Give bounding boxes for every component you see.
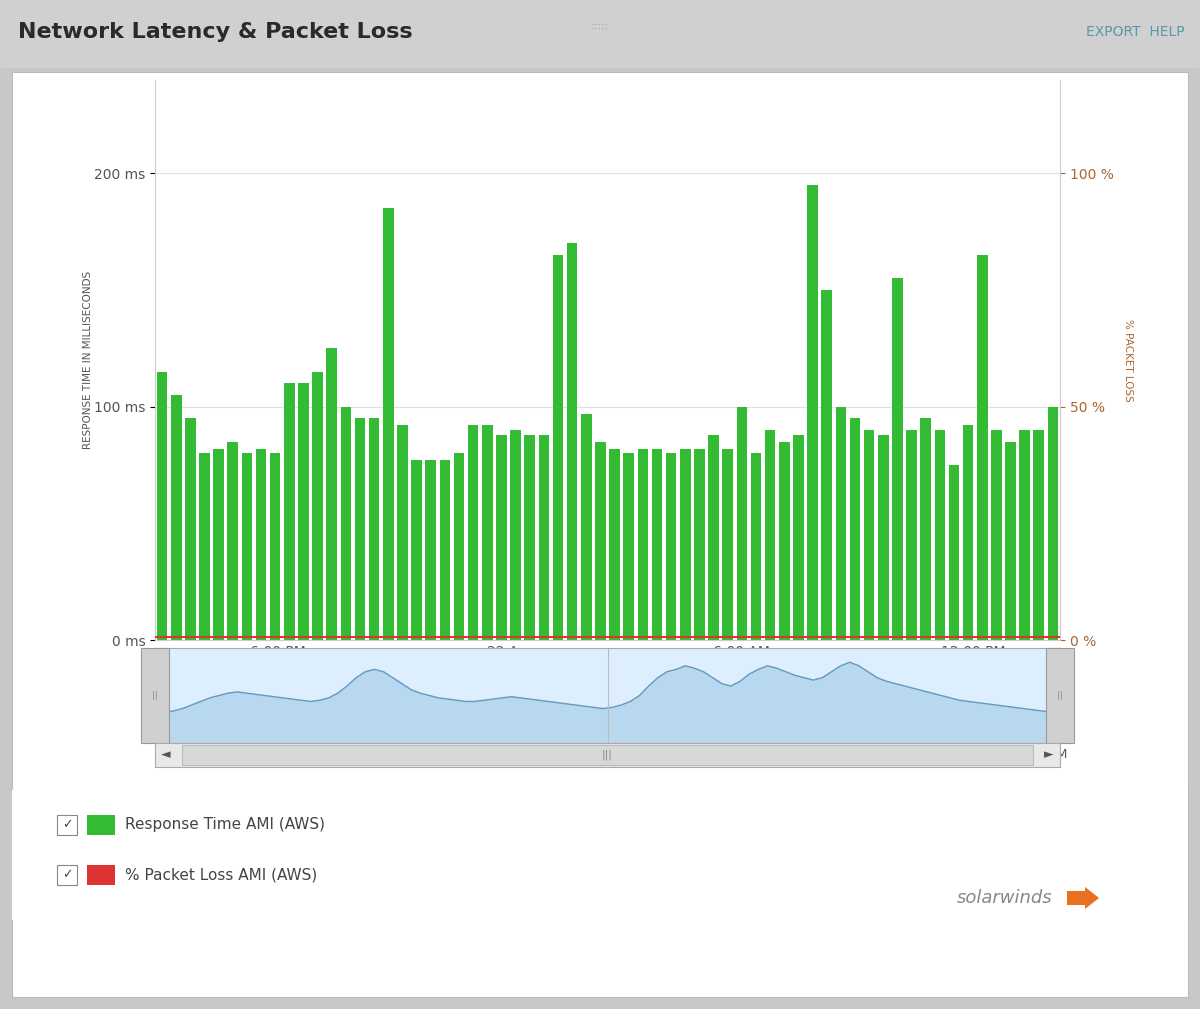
Text: EXPORT  HELP: EXPORT HELP bbox=[1086, 25, 1186, 39]
Bar bbox=[199, 453, 210, 640]
Bar bbox=[779, 442, 790, 640]
Bar bbox=[680, 449, 690, 640]
FancyArrow shape bbox=[1067, 887, 1099, 909]
Bar bbox=[991, 430, 1002, 640]
Bar bbox=[341, 407, 352, 640]
Bar bbox=[821, 290, 832, 640]
Bar bbox=[553, 255, 563, 640]
Bar bbox=[182, 745, 1033, 765]
Bar bbox=[170, 395, 181, 640]
Text: 12h: 12h bbox=[262, 166, 284, 180]
Text: ◄: ◄ bbox=[161, 749, 170, 762]
Bar bbox=[935, 430, 946, 640]
Bar bbox=[426, 460, 436, 640]
Text: ✓: ✓ bbox=[61, 818, 72, 831]
Bar bbox=[878, 435, 888, 640]
Bar bbox=[185, 419, 196, 640]
Bar bbox=[977, 255, 988, 640]
Text: |||: ||| bbox=[602, 750, 613, 760]
Bar bbox=[293, 161, 323, 185]
Bar bbox=[468, 426, 479, 640]
Bar bbox=[496, 435, 506, 640]
Text: Network Latency & Packet Loss: Network Latency & Packet Loss bbox=[18, 22, 413, 42]
Bar bbox=[58, 815, 77, 835]
Bar bbox=[962, 426, 973, 640]
Bar bbox=[397, 426, 408, 640]
Bar bbox=[284, 383, 295, 640]
Text: AMI (AWS): AMI (AWS) bbox=[538, 117, 662, 137]
Bar bbox=[751, 453, 761, 640]
Bar bbox=[412, 460, 422, 640]
Bar bbox=[142, 648, 168, 743]
Bar bbox=[157, 371, 167, 640]
Bar bbox=[228, 442, 238, 640]
Bar bbox=[326, 348, 337, 640]
Bar bbox=[256, 449, 266, 640]
Bar bbox=[270, 453, 281, 640]
Bar bbox=[737, 407, 748, 640]
Bar bbox=[482, 426, 493, 640]
Text: % Packet Loss AMI (AWS): % Packet Loss AMI (AWS) bbox=[125, 868, 317, 883]
Bar bbox=[892, 278, 902, 640]
Bar bbox=[610, 449, 620, 640]
Text: Zoom: Zoom bbox=[187, 165, 227, 179]
Bar bbox=[595, 442, 606, 640]
Text: ||: || bbox=[152, 691, 158, 700]
Bar bbox=[439, 460, 450, 640]
Bar bbox=[241, 453, 252, 640]
Bar bbox=[566, 243, 577, 640]
Text: solarwinds: solarwinds bbox=[956, 889, 1052, 907]
Text: 24h: 24h bbox=[296, 166, 320, 180]
Bar bbox=[808, 185, 818, 640]
Bar bbox=[666, 453, 677, 640]
Bar bbox=[227, 161, 251, 185]
Bar bbox=[214, 449, 224, 640]
Bar bbox=[850, 419, 860, 640]
Bar bbox=[835, 407, 846, 640]
Bar bbox=[368, 419, 379, 640]
Bar bbox=[864, 430, 875, 640]
Bar bbox=[258, 161, 288, 185]
Bar bbox=[1046, 648, 1074, 743]
Bar bbox=[793, 435, 804, 640]
Bar bbox=[1033, 430, 1044, 640]
Bar bbox=[524, 435, 535, 640]
Bar bbox=[1006, 442, 1016, 640]
Bar bbox=[694, 449, 704, 640]
Text: ||: || bbox=[1057, 691, 1063, 700]
Bar bbox=[708, 435, 719, 640]
Bar bbox=[1019, 430, 1030, 640]
Y-axis label: % PACKET LOSS: % PACKET LOSS bbox=[1123, 319, 1133, 402]
Bar bbox=[454, 453, 464, 640]
Bar bbox=[906, 430, 917, 640]
Bar bbox=[652, 449, 662, 640]
Bar bbox=[355, 419, 365, 640]
Bar bbox=[58, 865, 77, 885]
Bar bbox=[510, 430, 521, 640]
Text: ✓: ✓ bbox=[61, 869, 72, 882]
Bar bbox=[637, 449, 648, 640]
Bar bbox=[949, 465, 959, 640]
Bar bbox=[312, 371, 323, 640]
Bar bbox=[722, 449, 733, 640]
Bar bbox=[624, 453, 634, 640]
Bar bbox=[1048, 407, 1058, 640]
Bar bbox=[920, 419, 931, 640]
Text: :::::: ::::: bbox=[590, 21, 610, 31]
Y-axis label: RESPONSE TIME IN MILLISECONDS: RESPONSE TIME IN MILLISECONDS bbox=[83, 270, 94, 449]
Text: Response Time AMI (AWS): Response Time AMI (AWS) bbox=[125, 817, 325, 832]
Text: ►: ► bbox=[1044, 749, 1054, 762]
Bar bbox=[88, 815, 115, 835]
Bar bbox=[539, 435, 550, 640]
Bar bbox=[581, 414, 592, 640]
Bar bbox=[383, 208, 394, 640]
Bar bbox=[764, 430, 775, 640]
Bar bbox=[298, 383, 308, 640]
Text: 1h: 1h bbox=[232, 166, 247, 180]
Bar bbox=[88, 865, 115, 885]
